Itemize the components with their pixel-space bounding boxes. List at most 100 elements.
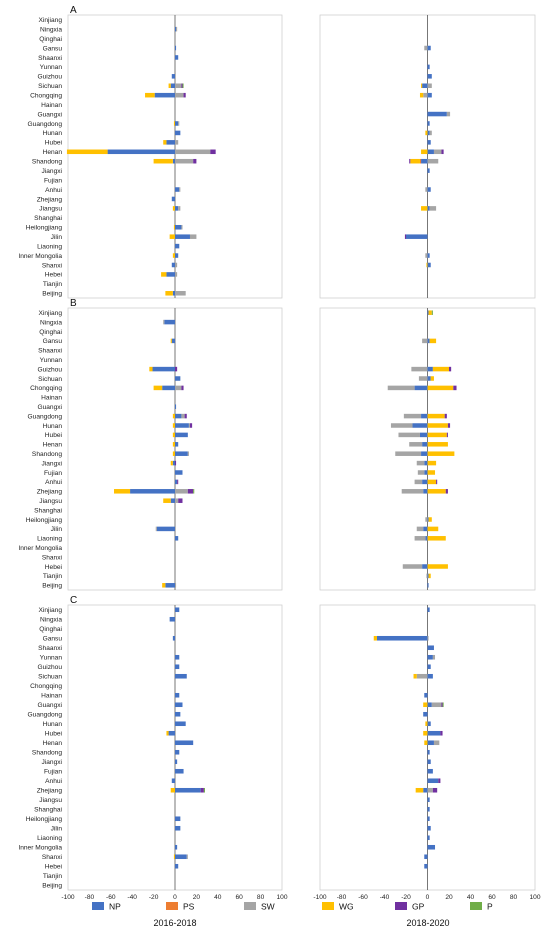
bar-segment-np <box>423 489 428 494</box>
bar-segment-np <box>175 130 181 136</box>
bar-segment-np <box>175 224 182 230</box>
bar-segment-np <box>172 460 175 466</box>
bar-segment-np <box>427 206 430 211</box>
bar-segment-sw <box>387 385 415 391</box>
province-label: Sichuan <box>38 674 62 681</box>
bar-segment-wg <box>173 121 175 126</box>
bar-segment-sw <box>155 526 157 532</box>
bar-segment-sw <box>427 635 429 641</box>
bar-segment-wg <box>421 206 428 211</box>
province-label: Shanghai <box>34 507 62 514</box>
bar-segment-np <box>427 607 430 613</box>
bar-segment-gp <box>187 489 194 494</box>
bar-segment-np <box>427 806 430 812</box>
province-label: Hebei <box>45 564 63 571</box>
bar-segment-gp <box>445 489 448 494</box>
bar-segment-sw <box>176 26 178 32</box>
bar-segment-wg <box>410 158 420 164</box>
bar-segment-np <box>175 673 187 679</box>
province-label: Sichuan <box>38 83 62 90</box>
panel-label: A <box>70 5 77 16</box>
province-label: Anhui <box>45 778 62 785</box>
bar-segment-np <box>425 536 428 541</box>
province-label: Tianjin <box>43 873 63 880</box>
bar-segment-gp <box>447 423 451 428</box>
province-label: Anhui <box>45 187 62 194</box>
bar-segment-np <box>423 526 428 532</box>
province-label: Sichuan <box>38 376 62 383</box>
bar-segment-np <box>175 206 179 211</box>
bar-segment-sw <box>175 272 178 277</box>
bar-segment-sw <box>416 526 424 532</box>
bar-segment-np <box>175 413 182 419</box>
bar-segment-np <box>424 692 428 698</box>
bar-segment-np <box>170 83 175 89</box>
bar-segment-sw <box>178 121 180 126</box>
bar-segment-sw <box>426 573 428 579</box>
province-label: Guizhou <box>37 366 62 373</box>
province-label: Jiangsu <box>39 206 62 213</box>
province-label: Hubei <box>45 432 63 439</box>
bar-segment-np <box>166 272 175 277</box>
province-label: Fujian <box>44 769 62 776</box>
bar-segment-wg <box>166 730 169 736</box>
province-label: Guangxi <box>37 702 62 709</box>
province-label: Guangdong <box>28 712 63 719</box>
bar-segment-ps <box>419 158 422 164</box>
bar-segment-wg <box>432 366 449 372</box>
bar-segment-np <box>175 863 179 869</box>
bar-segment-gp <box>183 92 186 98</box>
bar-segment-np <box>427 654 433 660</box>
bar-segment-np <box>421 158 428 164</box>
bar-segment-sw <box>416 673 428 679</box>
bar-segment-wg <box>423 702 428 708</box>
province-label: Gansu <box>43 636 63 643</box>
bar-segment-sw <box>175 140 179 145</box>
bar-segment-np <box>427 797 430 803</box>
bar-segment-wg <box>415 787 424 793</box>
bar-segment-gp <box>432 787 438 793</box>
bar-segment-np <box>175 404 177 409</box>
bar-segment-wg <box>170 787 175 793</box>
bar-segment-gp <box>441 149 444 155</box>
bar-segment-sw <box>181 413 185 419</box>
bar-segment-gp <box>444 413 447 419</box>
bar-segment-np <box>154 92 175 98</box>
bar-segment-np <box>421 413 428 419</box>
x-tick-label: -60 <box>106 894 116 901</box>
bar-segment-np <box>427 730 441 736</box>
bar-segment-np <box>175 45 177 51</box>
province-label: Hunan <box>43 423 63 430</box>
province-label: Shandong <box>32 750 62 757</box>
province-label: Hunan <box>43 721 63 728</box>
x-tick-label: -20 <box>401 894 411 901</box>
province-label: Qinghai <box>39 36 62 43</box>
bar-segment-np <box>156 526 175 532</box>
bar-segment-sw <box>187 451 189 456</box>
x-tick-label: 40 <box>214 894 222 901</box>
bar-segment-gp <box>453 385 457 391</box>
bar-segment-wg <box>429 338 437 344</box>
province-label: Shanxi <box>42 262 63 269</box>
bar-segment-np <box>175 654 180 660</box>
bar-segment-np <box>175 607 180 613</box>
bar-segment-wg <box>169 234 175 239</box>
bar-segment-wg <box>428 310 432 315</box>
x-tick-label: 0 <box>173 894 177 901</box>
province-label: Zhejiang <box>37 196 63 203</box>
province-label: Gansu <box>43 45 63 52</box>
bar-segment-np <box>175 702 183 708</box>
bar-segment-sw <box>175 149 211 155</box>
x-tick-label: 60 <box>236 894 244 901</box>
bar-segment-np <box>427 92 432 98</box>
bar-segment-np <box>406 234 428 239</box>
bar-segment-sw <box>175 262 178 268</box>
province-label: Xinjiang <box>39 310 63 317</box>
province-label: Guizhou <box>37 664 62 671</box>
bar-segment-np <box>175 442 179 447</box>
bar-segment-wg <box>427 442 448 447</box>
province-label: Inner Mongolia <box>18 253 62 260</box>
bar-segment-np <box>175 253 179 258</box>
bar-segment-np <box>427 74 432 79</box>
bar-segment-np <box>427 121 430 126</box>
